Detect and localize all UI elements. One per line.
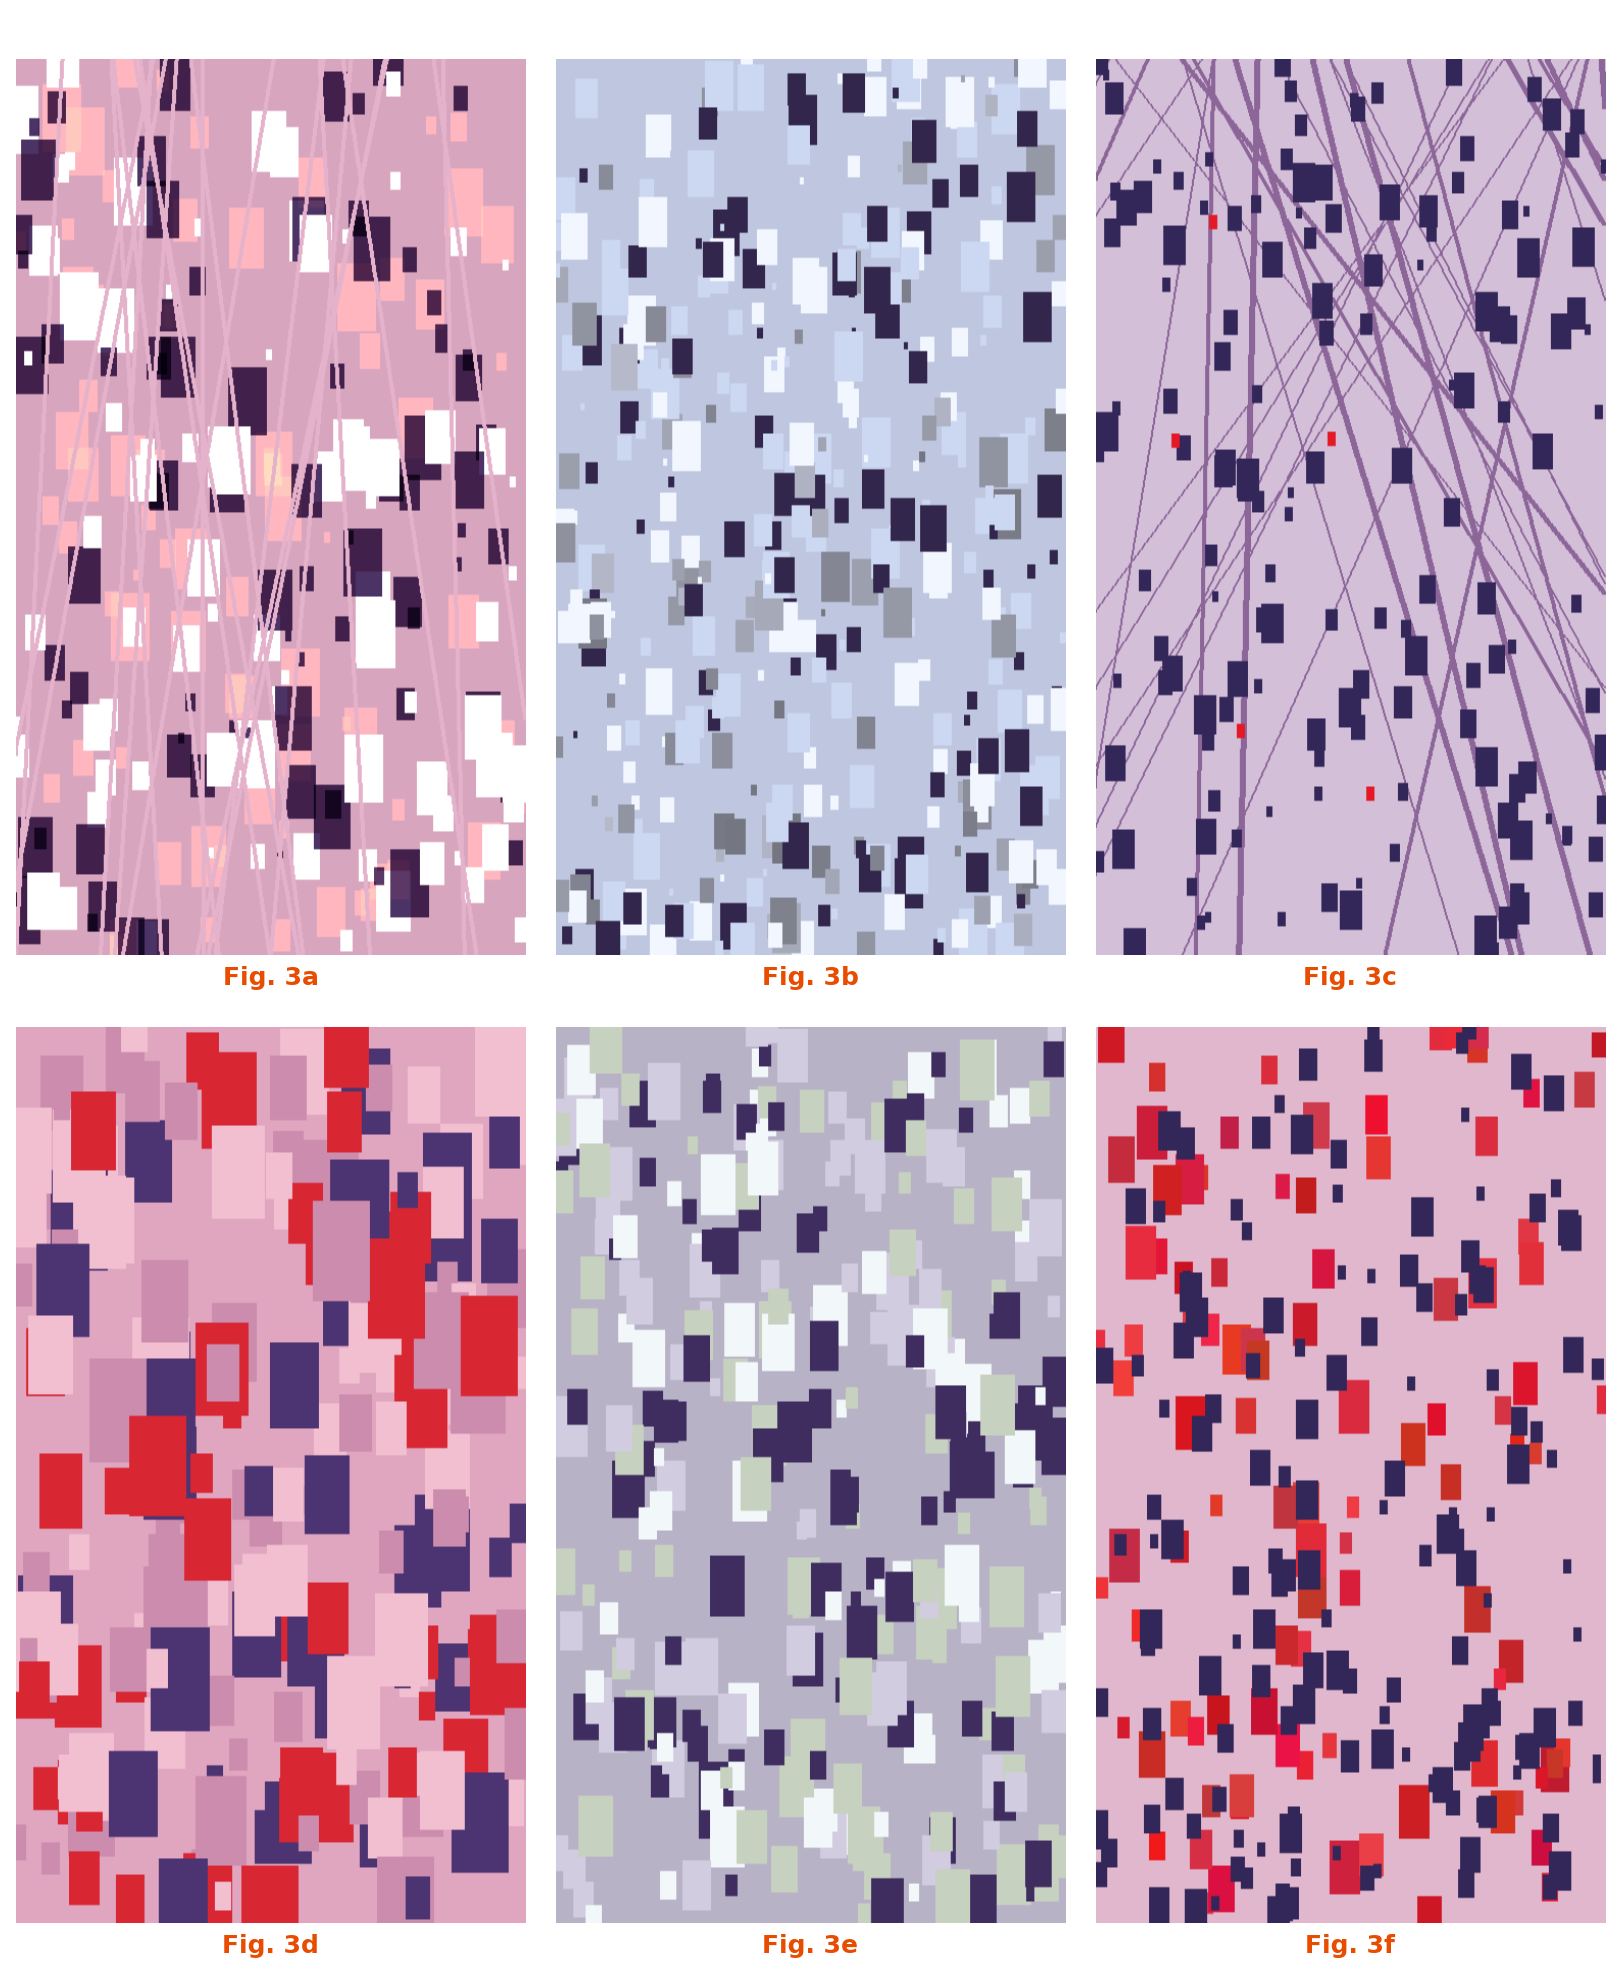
X-axis label: Fig. 3e: Fig. 3e [762,1934,859,1958]
X-axis label: Fig. 3a: Fig. 3a [222,967,319,991]
X-axis label: Fig. 3f: Fig. 3f [1305,1934,1396,1958]
X-axis label: Fig. 3b: Fig. 3b [762,967,859,991]
X-axis label: Fig. 3d: Fig. 3d [222,1934,319,1958]
X-axis label: Fig. 3c: Fig. 3c [1303,967,1397,991]
